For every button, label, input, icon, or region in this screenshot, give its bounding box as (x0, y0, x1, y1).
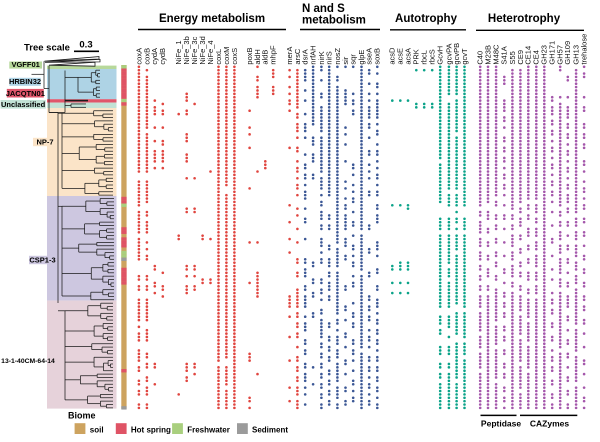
svg-text:CSP1-3: CSP1-3 (29, 256, 55, 265)
svg-text:soil: soil (90, 425, 104, 434)
svg-text:Heterotrophy: Heterotrophy (488, 13, 561, 25)
svg-text:N and S: N and S (302, 3, 345, 15)
svg-text:NiFe_3c: NiFe_3c (190, 36, 199, 64)
svg-text:GH109: GH109 (563, 41, 572, 65)
svg-text:sseA: sseA (365, 48, 374, 65)
svg-text:acsA: acsA (403, 48, 412, 65)
svg-text:HRBIN32: HRBIN32 (9, 77, 41, 86)
svg-text:cydA: cydA (150, 48, 159, 65)
svg-text:arsC: arsC (293, 48, 302, 64)
svg-text:gcvPB: gcvPB (452, 43, 461, 65)
svg-text:Tree scale: Tree scale (24, 43, 70, 54)
svg-text:Unclassified: Unclassified (1, 100, 46, 109)
svg-text:NP-7: NP-7 (36, 138, 53, 147)
svg-text:Peptidase: Peptidase (481, 419, 521, 429)
svg-text:nrfAH: nrfAH (309, 45, 318, 64)
svg-text:merA: merA (285, 47, 294, 65)
svg-text:Sediment: Sediment (252, 425, 288, 434)
svg-text:sqr: sqr (349, 54, 358, 65)
svg-text:CE14: CE14 (524, 46, 533, 65)
svg-text:coxS: coxS (230, 48, 239, 65)
svg-text:rbcL: rbcL (420, 50, 429, 65)
svg-text:poxB: poxB (245, 47, 254, 64)
svg-text:cydB: cydB (158, 48, 167, 65)
svg-text:M48C: M48C (492, 44, 501, 65)
svg-text:S55: S55 (508, 51, 517, 64)
svg-text:JACQTN01: JACQTN01 (6, 89, 45, 98)
svg-text:gcvPA: gcvPA (444, 43, 453, 64)
svg-text:acsE: acsE (396, 48, 405, 65)
svg-text:GH171: GH171 (548, 41, 557, 65)
svg-text:rbcS: rbcS (428, 49, 437, 64)
svg-text:glpE: glpE (357, 50, 366, 65)
svg-text:Autotrophy: Autotrophy (395, 13, 458, 25)
svg-text:Biome: Biome (68, 411, 96, 421)
svg-text:gcvT: gcvT (460, 48, 469, 65)
svg-text:Hot spring: Hot spring (131, 425, 171, 434)
svg-text:NiFe_1: NiFe_1 (174, 40, 183, 64)
svg-text:NiFe_3d: NiFe_3d (198, 36, 207, 64)
svg-text:dsrA: dsrA (301, 49, 310, 64)
svg-text:GH23: GH23 (540, 45, 549, 65)
svg-text:13-1-40CM-64-14: 13-1-40CM-64-14 (1, 358, 55, 365)
svg-text:GcvH: GcvH (436, 46, 445, 65)
svg-text:CE4: CE4 (532, 50, 541, 65)
svg-text:coxB: coxB (142, 48, 151, 65)
svg-text:CE9: CE9 (516, 50, 525, 65)
svg-text:aldB: aldB (261, 50, 270, 65)
svg-text:trehalose: trehalose (580, 34, 589, 65)
svg-text:aldH: aldH (253, 49, 262, 64)
svg-text:nosZ: nosZ (333, 48, 342, 65)
svg-text:Energy metabolism: Energy metabolism (159, 13, 265, 25)
svg-text:nirK: nirK (317, 51, 326, 64)
svg-text:coxM: coxM (222, 47, 231, 65)
svg-text:mhpF: mhpF (269, 45, 278, 65)
svg-text:NiFe_4: NiFe_4 (206, 40, 215, 64)
svg-text:S41A: S41A (500, 46, 509, 64)
svg-text:0.3: 0.3 (79, 40, 92, 51)
svg-text:M23B: M23B (483, 45, 492, 65)
svg-text:metabolism: metabolism (302, 15, 366, 27)
svg-text:coxL: coxL (214, 49, 223, 65)
svg-text:nirS: nirS (325, 51, 334, 64)
svg-text:soxB: soxB (373, 48, 382, 65)
svg-text:PRK: PRK (412, 49, 421, 64)
svg-text:sir: sir (341, 56, 350, 64)
svg-text:CAZymes: CAZymes (530, 419, 569, 429)
svg-text:GH57: GH57 (556, 45, 565, 65)
svg-text:acsD: acsD (388, 47, 397, 65)
svg-text:GH13: GH13 (572, 45, 581, 65)
svg-text:VGFF01: VGFF01 (11, 60, 39, 69)
svg-text:Freshwater: Freshwater (187, 425, 230, 434)
svg-text:NiFe_3b: NiFe_3b (182, 36, 191, 64)
svg-text:C40: C40 (476, 51, 485, 65)
svg-text:coxA: coxA (134, 48, 143, 65)
